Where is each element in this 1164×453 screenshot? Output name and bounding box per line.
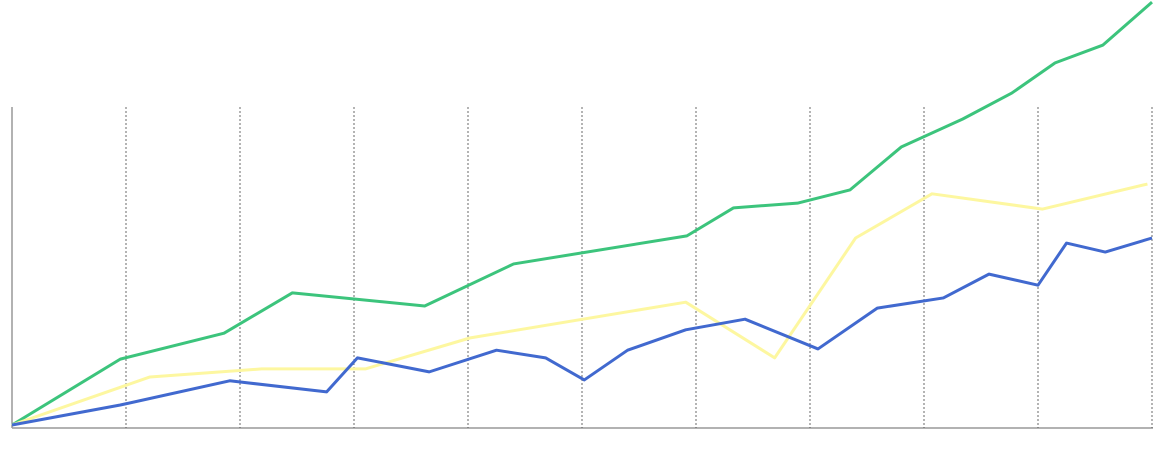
series-line	[11, 236, 1153, 427]
series-line	[11, 182, 1148, 427]
series-line	[11, 0, 1153, 427]
